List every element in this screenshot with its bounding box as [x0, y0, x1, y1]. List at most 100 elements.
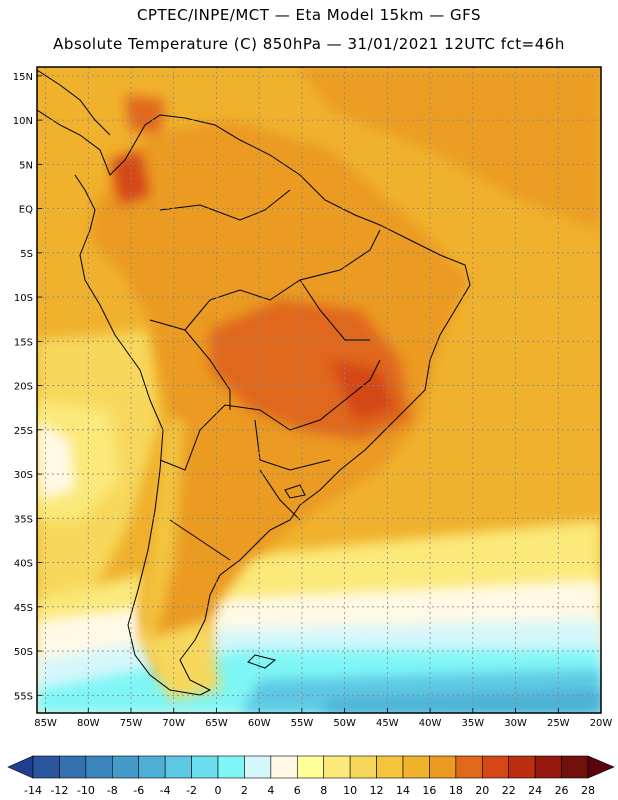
lagoon: [284, 484, 306, 499]
temperature-field: [37, 67, 601, 713]
colorbar-label: 12: [370, 784, 384, 797]
colorbar-label: 8: [320, 784, 327, 797]
field-south-deepblue: [320, 690, 601, 713]
border-2: [149, 229, 381, 331]
colorbar-box: [455, 755, 483, 779]
colorbar-arrow-right: [587, 755, 615, 779]
lon-label: 85W: [34, 718, 57, 729]
colorbar-box: [349, 755, 377, 779]
colorbar-box: [138, 755, 166, 779]
lat-label: 30S: [14, 470, 33, 481]
colorbar-labels: -14 -12 -10 -8 -6 -4 -2 0 2 4 6 8 10 12 14 16 18 20 22 24 26…: [24, 784, 595, 797]
colorbar-label: 14: [396, 784, 410, 797]
colorbar-label: 6: [294, 784, 301, 797]
lat-label: 40S: [14, 559, 33, 570]
colorbar-label: -2: [186, 784, 197, 797]
colorbar-label: -14: [24, 784, 42, 797]
colorbar-boxes: [7, 755, 615, 779]
border-1: [159, 359, 381, 471]
lat-label: 15N: [13, 72, 33, 83]
field-hot-caribbean: [125, 95, 165, 135]
colorbar-arrow-left: [7, 755, 34, 779]
colorbar-box: [376, 755, 404, 779]
colorbar-label: 26: [555, 784, 569, 797]
border-5: [254, 419, 331, 471]
lat-label: 25S: [14, 426, 33, 437]
field-pacific-pale: [37, 420, 75, 500]
colorbar-box: [481, 755, 510, 779]
colorbar-box: [534, 755, 562, 779]
colorbar-label: -6: [133, 784, 144, 797]
colorbar-box: [32, 755, 60, 779]
colorbar-label: 24: [528, 784, 542, 797]
lat-label: 10S: [14, 293, 33, 304]
lon-label: 70W: [162, 718, 185, 729]
colorbar: -14 -12 -10 -8 -6 -4 -2 0 2 4 6 8 10 12 14 16 18 20 22 24 26…: [7, 755, 615, 797]
colorbar-box: [508, 755, 536, 779]
lon-label: 20W: [590, 718, 613, 729]
colorbar-box: [244, 755, 272, 779]
lon-label: 75W: [120, 718, 143, 729]
field-hot-north: [110, 150, 150, 205]
field-warm-northeast: [300, 67, 601, 230]
colorbar-label: 2: [241, 784, 248, 797]
colorbar-label: 22: [502, 784, 516, 797]
lat-label: 5S: [20, 249, 33, 260]
colorbar-box: [191, 755, 219, 779]
colorbar-box: [296, 755, 325, 779]
colorbar-box: [270, 755, 298, 779]
lon-label: 40W: [419, 718, 442, 729]
latitude-labels: 15N 10N 5N EQ 5S 10S 15S 20S 25S 30S 35S 40S 45S 50S 5…: [13, 72, 33, 702]
lat-label: 10N: [13, 116, 33, 127]
lon-label: 25W: [547, 718, 570, 729]
colorbar-label: -8: [107, 784, 118, 797]
lon-label: 50W: [333, 718, 356, 729]
lat-label: 15S: [14, 337, 33, 348]
colorbar-label: 20: [475, 784, 489, 797]
border-6: [259, 469, 301, 521]
colorbar-label: 0: [215, 784, 222, 797]
colorbar-box: [164, 755, 192, 779]
map-frame: [36, 66, 602, 714]
colorbar-box: [561, 755, 589, 779]
lat-label: 35S: [14, 514, 33, 525]
colorbar-label: 10: [343, 784, 357, 797]
colorbar-label: 4: [267, 784, 274, 797]
colorbar-label: -4: [160, 784, 171, 797]
lat-label: 20S: [14, 382, 33, 393]
lon-label: 45W: [376, 718, 399, 729]
lon-label: 30W: [504, 718, 527, 729]
colorbar-box: [217, 755, 245, 779]
colorbar-box: [59, 755, 87, 779]
colorbar-label: 16: [422, 784, 436, 797]
graticule: [37, 67, 602, 713]
colorbar-label: -12: [50, 784, 68, 797]
lat-label: EQ: [19, 205, 33, 216]
lat-label: 55S: [14, 691, 33, 702]
title-line-1: CPTEC/INPE/MCT — Eta Model 15km — GFS: [136, 6, 482, 24]
field-andes-cool: [140, 420, 185, 640]
colorbar-box: [85, 755, 113, 779]
colorbar-box: [429, 755, 457, 779]
lon-label: 65W: [205, 718, 228, 729]
border-3: [159, 189, 291, 221]
lat-label: 45S: [14, 603, 33, 614]
lat-label: 50S: [14, 647, 33, 658]
title-line-2: Absolute Temperature (C) 850hPa — 31/01/…: [53, 35, 565, 53]
colorbar-label: 18: [449, 784, 463, 797]
colorbar-label: 28: [581, 784, 595, 797]
lat-label: 5N: [19, 160, 33, 171]
border-7: [169, 519, 231, 561]
lon-label: 80W: [77, 718, 100, 729]
lon-label: 55W: [291, 718, 314, 729]
colorbar-label: -10: [77, 784, 95, 797]
colorbar-box: [111, 755, 140, 779]
colorbar-box: [323, 755, 351, 779]
lon-label: 35W: [462, 718, 485, 729]
central-america-coast: [37, 69, 111, 136]
falklands: [247, 654, 277, 669]
field-hotter-core: [330, 360, 395, 420]
border-8: [299, 279, 370, 341]
border-4: [184, 329, 231, 410]
